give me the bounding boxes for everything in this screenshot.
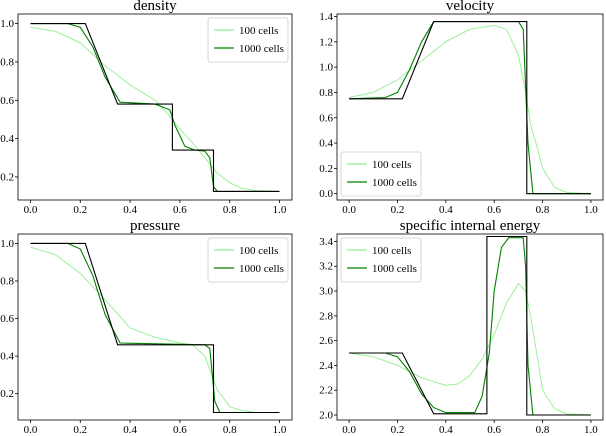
- specific-internal-energy-axes-frame: [336, 233, 604, 421]
- specific-internal-energy-exact-line: [349, 235, 591, 416]
- pressure-legend-label-1000-cells: 1000 cells: [239, 263, 284, 275]
- pressure-y-tick-label: 1.0: [0, 238, 14, 250]
- specific-internal-energy-x-tick-label: 0.8: [536, 424, 550, 436]
- pressure-1000-cells-line: [30, 242, 280, 414]
- density-x-tick-label: 0.6: [173, 204, 187, 216]
- density-legend-box: [207, 17, 289, 63]
- velocity-legend: 100 cells 1000 cells: [340, 151, 422, 197]
- velocity-x-tick-label: 0.4: [439, 204, 453, 216]
- pressure-legend-box: [207, 237, 289, 283]
- velocity-x-tick-label: 0.0: [342, 204, 356, 216]
- density-legend-label-100-cells: 100 cells: [239, 25, 278, 37]
- specific-internal-energy-legend-box: [340, 237, 422, 283]
- specific-internal-energy-x-tick-label: 0.0: [342, 424, 356, 436]
- specific-internal-energy-legend-label-100-cells: 100 cells: [372, 245, 411, 257]
- specific-internal-energy-legend-label-1000-cells: 1000 cells: [372, 263, 417, 275]
- velocity-legend-label-100-cells: 100 cells: [372, 159, 411, 171]
- specific-internal-energy-y-tick-label: 2.2: [319, 385, 333, 397]
- specific-internal-energy-y-tick-label: 2.6: [319, 335, 333, 347]
- specific-internal-energy-y-tick-label: 2.8: [319, 310, 333, 322]
- density-exact-line: [30, 23, 280, 192]
- specific-internal-energy-100-cells-line: [349, 282, 591, 416]
- pressure-y-tick-label: 0.8: [0, 275, 14, 287]
- velocity-x-tick-label: 0.6: [487, 204, 501, 216]
- velocity-y-tick-label: 1.4: [319, 11, 333, 23]
- velocity-y-tick-label: 0.0: [319, 188, 333, 200]
- specific-internal-energy-y-tick-label: 2.0: [319, 410, 333, 422]
- specific-internal-energy-y-tick-label: 3.0: [319, 286, 333, 298]
- velocity-x-tick-label: 1.0: [584, 204, 598, 216]
- density-y-tick-label: 0.4: [0, 133, 14, 145]
- density-x-tick-label: 0.0: [24, 204, 38, 216]
- density-axes-frame: [17, 13, 293, 201]
- specific-internal-energy-x-tick-label: 0.6: [487, 424, 501, 436]
- density-x-tick-label: 1.0: [273, 204, 287, 216]
- density-legend: 100 cells 1000 cells: [207, 17, 289, 63]
- velocity-legend-box: [340, 151, 422, 197]
- specific-internal-energy-legend: 100 cells 1000 cells: [340, 237, 422, 283]
- velocity-y-tick-label: 1.0: [319, 62, 333, 74]
- pressure-chart: pressure 0.0 0.2 0.4 0.6 0.8 1.0 0.2 0.4 0.6 0.8 1.…: [0, 218, 293, 436]
- specific-internal-energy-y-tick-label: 3.2: [319, 261, 333, 273]
- pressure-axes-frame: [17, 233, 293, 421]
- velocity-axes-frame: [336, 13, 604, 201]
- pressure-y-tick-label: 0.4: [0, 351, 14, 363]
- velocity-y-tick-label: 1.2: [319, 36, 333, 48]
- density-y-tick-label: 1.0: [0, 18, 14, 30]
- pressure-legend: 100 cells 1000 cells: [207, 237, 289, 283]
- velocity-legend-label-1000-cells: 1000 cells: [372, 177, 417, 189]
- specific-internal-energy-chart: specific internal energy 0.0 0.2 0.4 0.6 0.8 1…: [319, 218, 604, 436]
- specific-internal-energy-x-tick-label: 1.0: [584, 424, 598, 436]
- specific-internal-energy-y-tick-label: 2.4: [319, 360, 333, 372]
- velocity-title: velocity: [446, 0, 495, 14]
- pressure-y-tick-label: 0.2: [0, 388, 14, 400]
- density-y-tick-label: 0.2: [0, 171, 14, 183]
- velocity-x-tick-label: 0.8: [536, 204, 550, 216]
- velocity-y-tick-label: 0.8: [319, 87, 333, 99]
- density-chart: density 0.0 0.2 0.4 0.6 0.8 1.0 0.2 0.4 0.6 0.8 1.0…: [0, 0, 293, 216]
- specific-internal-energy-y-tick-label: 3.4: [319, 236, 333, 248]
- density-100-cells-line: [30, 26, 280, 192]
- velocity-x-tick-label: 0.2: [391, 204, 405, 216]
- density-y-tick-label: 0.6: [0, 95, 14, 107]
- pressure-exact-line: [30, 242, 280, 414]
- specific-internal-energy-1000-cells-line: [349, 237, 591, 416]
- pressure-x-tick-label: 0.8: [223, 424, 237, 436]
- pressure-x-tick-label: 0.6: [173, 424, 187, 436]
- pressure-x-tick-label: 0.2: [73, 424, 87, 436]
- specific-internal-energy-x-tick-label: 0.2: [391, 424, 405, 436]
- pressure-legend-label-100-cells: 100 cells: [239, 245, 278, 257]
- pressure-x-tick-label: 0.4: [123, 424, 137, 436]
- pressure-x-tick-label: 1.0: [273, 424, 287, 436]
- pressure-title: pressure: [130, 218, 180, 234]
- density-title: density: [133, 0, 177, 14]
- velocity-y-tick-label: 0.6: [319, 112, 333, 124]
- pressure-y-tick-label: 0.6: [0, 313, 14, 325]
- density-x-tick-label: 0.4: [123, 204, 137, 216]
- density-y-tick-label: 0.8: [0, 56, 14, 68]
- velocity-exact-line: [349, 21, 591, 195]
- specific-internal-energy-x-tick-label: 0.4: [439, 424, 453, 436]
- density-x-tick-label: 0.2: [73, 204, 87, 216]
- velocity-chart: velocity 0.0 0.2 0.4 0.6 0.8 1.0 0.0 0.2 0.4 0.6 0.…: [319, 0, 604, 216]
- velocity-y-tick-label: 0.4: [319, 138, 333, 150]
- pressure-x-tick-label: 0.0: [24, 424, 38, 436]
- specific-internal-energy-title: specific internal energy: [400, 218, 541, 234]
- density-legend-label-1000-cells: 1000 cells: [239, 43, 284, 55]
- velocity-y-tick-label: 0.2: [319, 163, 333, 175]
- density-x-tick-label: 0.8: [223, 204, 237, 216]
